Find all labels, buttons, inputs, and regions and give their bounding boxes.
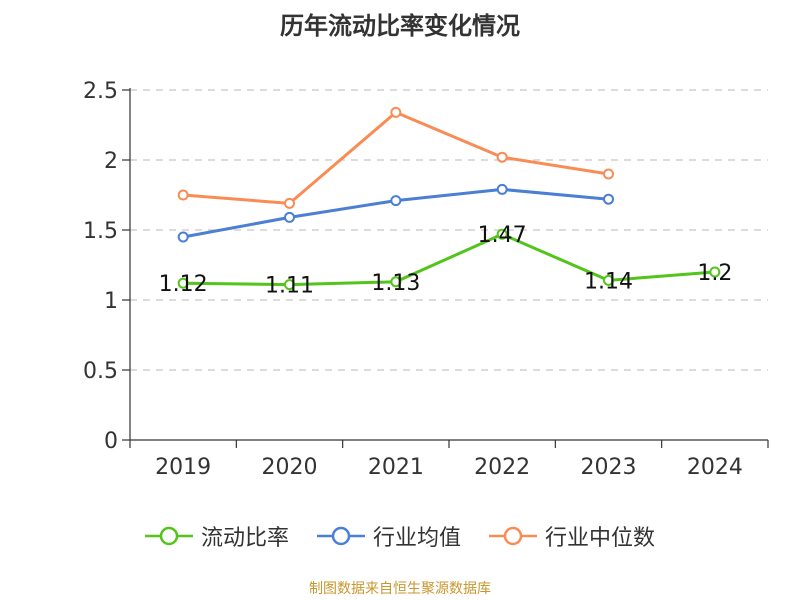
legend-swatch-industry-median [489,526,537,546]
x-tick-label: 2024 [687,455,743,480]
legend-label-current-ratio: 流动比率 [200,526,289,551]
data-label: 1.14 [584,269,633,294]
data-point [603,274,614,286]
y-tick-label: 0 [104,429,118,454]
x-tick-label: 2019 [155,455,211,480]
legend-label-industry-mean: 行业均值 [372,526,461,551]
data-point [496,183,508,195]
legend: 流动比率 行业均值 行业中位数 [0,520,800,552]
data-label: 1.12 [159,272,208,297]
data-point [390,276,402,288]
data-point [284,211,295,223]
legend-label-industry-median: 行业中位数 [545,526,656,551]
data-label: 1.13 [371,271,420,296]
data-point [390,106,402,118]
x-tick-label: 2021 [368,455,424,480]
data-point [603,168,614,180]
legend-swatch-current-ratio [144,526,193,546]
x-tick-label: 2022 [474,455,530,480]
data-source-note: 制图数据来自恒生聚源数据库 [309,581,491,597]
data-point [177,231,189,243]
data-point [603,193,614,205]
data-label: 1.11 [265,274,314,299]
x-tick-label: 2023 [581,455,637,480]
data-point [390,195,402,207]
data-point [496,228,508,240]
data-point [496,151,508,163]
series-line-2 [183,110,609,205]
series-line-0 [183,232,715,287]
data-point [177,189,189,201]
data-label: 1.2 [697,261,732,286]
data-point [177,277,189,289]
y-tick-label: 2 [104,149,118,174]
y-tick-label: 1 [104,289,118,314]
data-label: 1.47 [478,223,527,248]
y-tick-label: 2.5 [83,79,118,104]
legend-item-current-ratio[interactable]: 流动比率 [144,520,289,552]
legend-item-industry-median[interactable]: 行业中位数 [489,520,655,552]
legend-item-industry-mean[interactable]: 行业均值 [316,520,461,552]
y-tick-label: 1.5 [83,219,118,244]
data-point [284,197,295,209]
x-tick-label: 2020 [262,455,318,480]
legend-swatch-industry-mean [316,526,365,546]
data-point [709,266,721,278]
y-tick-label: 0.5 [83,359,118,384]
chart-title: 历年流动比率变化情况 [280,12,520,40]
data-point [284,279,295,291]
